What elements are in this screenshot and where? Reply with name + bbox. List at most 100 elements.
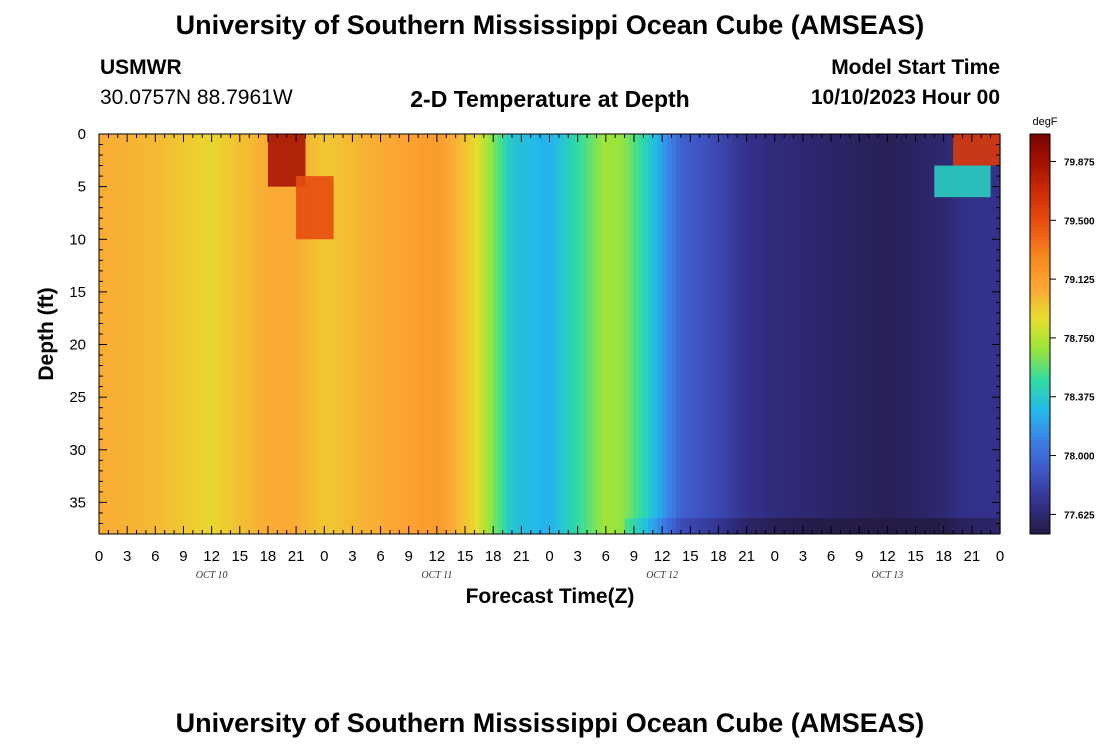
heatmap-column bbox=[436, 134, 443, 534]
heatmap-column bbox=[338, 134, 344, 534]
heatmap-bottom-cell bbox=[929, 518, 935, 534]
heatmap-column bbox=[582, 134, 588, 534]
heatmap-column bbox=[713, 134, 720, 534]
heatmap-column bbox=[249, 134, 255, 534]
heatmap-column bbox=[460, 134, 466, 534]
heatmap-bottom-cell bbox=[638, 518, 644, 534]
heatmap-bottom-cell bbox=[774, 518, 781, 534]
heatmap-column bbox=[727, 134, 734, 534]
heatmap-column bbox=[361, 134, 368, 534]
station-id: USMWR bbox=[100, 56, 182, 79]
heatmap-bottom-cell bbox=[779, 518, 785, 534]
heatmap-bottom-cell bbox=[723, 518, 729, 534]
heatmap-bottom-cell bbox=[755, 518, 762, 534]
x-tick-label: 18 bbox=[485, 548, 502, 565]
heatmap-bottom-cell bbox=[746, 518, 752, 534]
heatmap-bottom-cell bbox=[826, 518, 832, 534]
heatmap-column bbox=[840, 134, 846, 534]
heatmap-column bbox=[648, 134, 654, 534]
heatmap-column bbox=[676, 134, 682, 534]
colorbar-unit: degF bbox=[1032, 116, 1057, 128]
heatmap-column bbox=[601, 134, 607, 534]
heatmap-bottom-cell bbox=[882, 518, 888, 534]
x-tick-label: 21 bbox=[964, 548, 981, 565]
heatmap-column bbox=[746, 134, 752, 534]
heatmap-column bbox=[709, 134, 715, 534]
heatmap-column bbox=[530, 134, 537, 534]
heatmap-column bbox=[704, 134, 710, 534]
heatmap-column bbox=[723, 134, 729, 534]
heatmap-bottom-cell bbox=[690, 518, 696, 534]
colorbar-tick-label: 78.375 bbox=[1064, 393, 1095, 404]
heatmap-bottom-cell bbox=[995, 518, 1001, 534]
x-tick-label: 18 bbox=[710, 548, 727, 565]
y-axis-title: Depth (ft) bbox=[35, 287, 58, 380]
colorbar-tick-label: 78.000 bbox=[1064, 452, 1095, 463]
heatmap-column bbox=[990, 134, 996, 534]
heatmap-column bbox=[629, 134, 635, 534]
warm-anomaly-cell bbox=[296, 176, 334, 240]
heatmap-bottom-cell bbox=[788, 518, 795, 534]
heatmap-column bbox=[568, 134, 574, 534]
heatmap-column bbox=[971, 134, 978, 534]
heatmap-column bbox=[450, 134, 457, 534]
heatmap-column bbox=[511, 134, 518, 534]
heatmap-bottom-cell bbox=[657, 518, 663, 534]
heatmap-column bbox=[671, 134, 677, 534]
y-tick-label: 10 bbox=[69, 231, 86, 248]
heatmap-bottom-cell bbox=[662, 518, 668, 534]
heatmap-column bbox=[873, 134, 879, 534]
heatmap-column bbox=[136, 134, 142, 534]
heatmap-bottom-cell bbox=[887, 518, 893, 534]
heatmap-column bbox=[962, 134, 968, 534]
heatmap-column bbox=[206, 134, 213, 534]
heatmap-column bbox=[488, 134, 494, 534]
heatmap-column bbox=[896, 134, 903, 534]
heatmap-column bbox=[169, 134, 175, 534]
heatmap-bottom-cell bbox=[845, 518, 851, 534]
heatmap-bottom-cell bbox=[727, 518, 734, 534]
heatmap-bottom-cell bbox=[671, 518, 677, 534]
heatmap-column bbox=[314, 134, 321, 534]
heatmap-column bbox=[479, 134, 485, 534]
heatmap-column bbox=[300, 134, 307, 534]
heatmap-column bbox=[516, 134, 522, 534]
heatmap bbox=[99, 134, 1001, 534]
x-tick-label: 0 bbox=[996, 548, 1004, 565]
heatmap-bottom-cell bbox=[741, 518, 748, 534]
heatmap-column bbox=[357, 134, 363, 534]
heatmap-column bbox=[347, 134, 353, 534]
x-tick-label: 3 bbox=[799, 548, 807, 565]
heatmap-column bbox=[239, 134, 246, 534]
x-tick-label: 9 bbox=[855, 548, 863, 565]
heatmap-column bbox=[535, 134, 541, 534]
heatmap-bottom-cell bbox=[892, 518, 898, 534]
heatmap-column bbox=[901, 134, 907, 534]
heatmap-column bbox=[549, 134, 555, 534]
heatmap-column bbox=[507, 134, 513, 534]
heatmap-column bbox=[155, 134, 161, 534]
heatmap-column bbox=[877, 134, 884, 534]
x-tick-label: 0 bbox=[545, 548, 553, 565]
heatmap-bottom-cell bbox=[652, 518, 659, 534]
y-tick-label: 35 bbox=[69, 494, 86, 511]
heatmap-column bbox=[910, 134, 917, 534]
heatmap-column bbox=[422, 134, 429, 534]
colorbar-tick-label: 77.625 bbox=[1064, 510, 1095, 521]
heatmap-column bbox=[835, 134, 842, 534]
heatmap-column bbox=[380, 134, 386, 534]
x-tick-label: 6 bbox=[827, 548, 835, 565]
x-day-label: OCT 11 bbox=[421, 570, 452, 581]
heatmap-column bbox=[892, 134, 898, 534]
warm-anomaly-cell bbox=[934, 165, 991, 198]
heatmap-column bbox=[572, 134, 579, 534]
x-tick-label: 6 bbox=[376, 548, 384, 565]
heatmap-column bbox=[694, 134, 701, 534]
heatmap-column bbox=[666, 134, 673, 534]
heatmap-column bbox=[624, 134, 630, 534]
heatmap-column bbox=[352, 134, 358, 534]
heatmap-column bbox=[521, 134, 527, 534]
x-tick-label: 21 bbox=[738, 548, 755, 565]
heatmap-column bbox=[291, 134, 297, 534]
heatmap-bottom-cell bbox=[957, 518, 964, 534]
